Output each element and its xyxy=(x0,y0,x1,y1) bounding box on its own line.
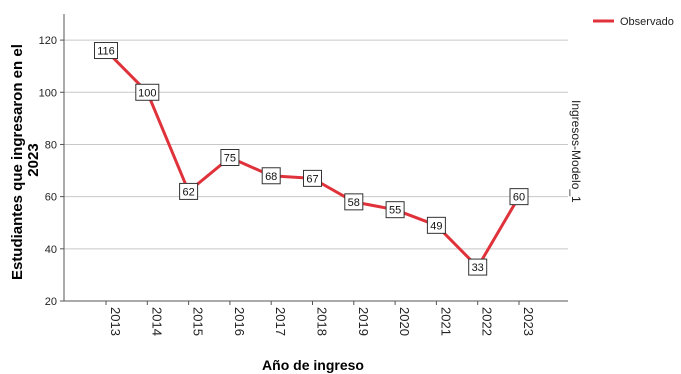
data-label-text: 33 xyxy=(472,262,484,274)
data-label-box xyxy=(220,149,240,166)
data-label-text: 49 xyxy=(430,220,442,232)
data-label-2022: 33 xyxy=(468,258,488,276)
series-line-observado xyxy=(104,49,521,269)
data-label-2021: 49 xyxy=(426,216,446,234)
x-axis-title: Año de ingreso xyxy=(262,357,364,373)
axes xyxy=(63,14,568,302)
data-label-text: 67 xyxy=(306,173,318,185)
data-label-2016: 75 xyxy=(220,149,240,166)
data-label-text: 62 xyxy=(182,186,194,198)
data-label-2020: 55 xyxy=(385,201,405,219)
y-tick-label-40: 40 xyxy=(45,244,57,256)
x-tick-label-2016: 2016 xyxy=(232,307,247,336)
data-label-box xyxy=(385,201,405,219)
x-tick-label-2023: 2023 xyxy=(521,307,536,336)
data-label-text: 58 xyxy=(348,197,360,209)
y-tick-label-60: 60 xyxy=(45,192,57,204)
data-label-box xyxy=(135,83,160,101)
y-axis-ticks: 20 40 60 80 100 120 xyxy=(39,35,64,308)
data-label-box xyxy=(344,193,364,211)
data-label-text: 116 xyxy=(97,46,115,58)
y-axis-title-line1: Estudiantes que ingresaron en el xyxy=(9,44,26,280)
x-tick-label-2017: 2017 xyxy=(273,307,288,336)
y-axis-title-line2: 2023 xyxy=(25,143,42,176)
data-label-box xyxy=(179,182,199,200)
x-tick-label-2015: 2015 xyxy=(191,307,206,336)
data-label-box xyxy=(468,258,488,276)
data-label-2015: 62 xyxy=(179,182,199,200)
data-label-2019: 58 xyxy=(344,193,364,211)
data-label-2017: 68 xyxy=(261,167,281,185)
data-label-box xyxy=(426,216,446,234)
data-label-text: 68 xyxy=(265,171,277,183)
x-tick-label-2020: 2020 xyxy=(397,307,412,336)
data-label-2013: 116 xyxy=(94,42,118,60)
data-label-text: 55 xyxy=(389,205,401,217)
x-tick-label-2013: 2013 xyxy=(108,307,123,336)
x-axis-ticks: 2013 2014 2015 2016 2017 2018 2019 2020 2021 2022… xyxy=(105,301,536,336)
x-tick-label-2018: 2018 xyxy=(315,307,330,336)
data-label-box xyxy=(94,42,118,60)
data-label-box xyxy=(303,169,322,187)
legend-label-observado: Observado xyxy=(620,16,674,28)
y-tick-label-100: 100 xyxy=(39,87,57,99)
x-tick-label-2022: 2022 xyxy=(480,307,495,336)
y-tick-label-80: 80 xyxy=(45,139,57,151)
data-label-2018: 67 xyxy=(303,169,322,187)
y-axis-title: Estudiantes que ingresaron en el 2023 xyxy=(9,40,42,280)
x-tick-label-2021: 2021 xyxy=(438,307,453,336)
x-tick-label-2019: 2019 xyxy=(356,307,371,336)
legend: Observado xyxy=(593,16,674,28)
x-tick-label-2014: 2014 xyxy=(149,307,164,336)
gridlines xyxy=(64,39,568,250)
y-tick-label-120: 120 xyxy=(39,35,57,47)
y-tick-label-20: 20 xyxy=(45,296,57,308)
data-label-2014: 100 xyxy=(135,83,160,101)
data-label-text: 100 xyxy=(138,87,156,99)
data-labels: 116 100 62 75 68 67 58 55 49 33 60 xyxy=(94,42,529,276)
data-label-text: 60 xyxy=(513,192,525,204)
model-side-label: Ingresos-Modelo_1 xyxy=(569,100,583,203)
data-label-2023: 60 xyxy=(509,188,529,206)
series-observado xyxy=(104,49,521,269)
data-label-box xyxy=(509,188,529,206)
data-label-box xyxy=(261,167,281,185)
data-label-text: 75 xyxy=(224,153,236,165)
